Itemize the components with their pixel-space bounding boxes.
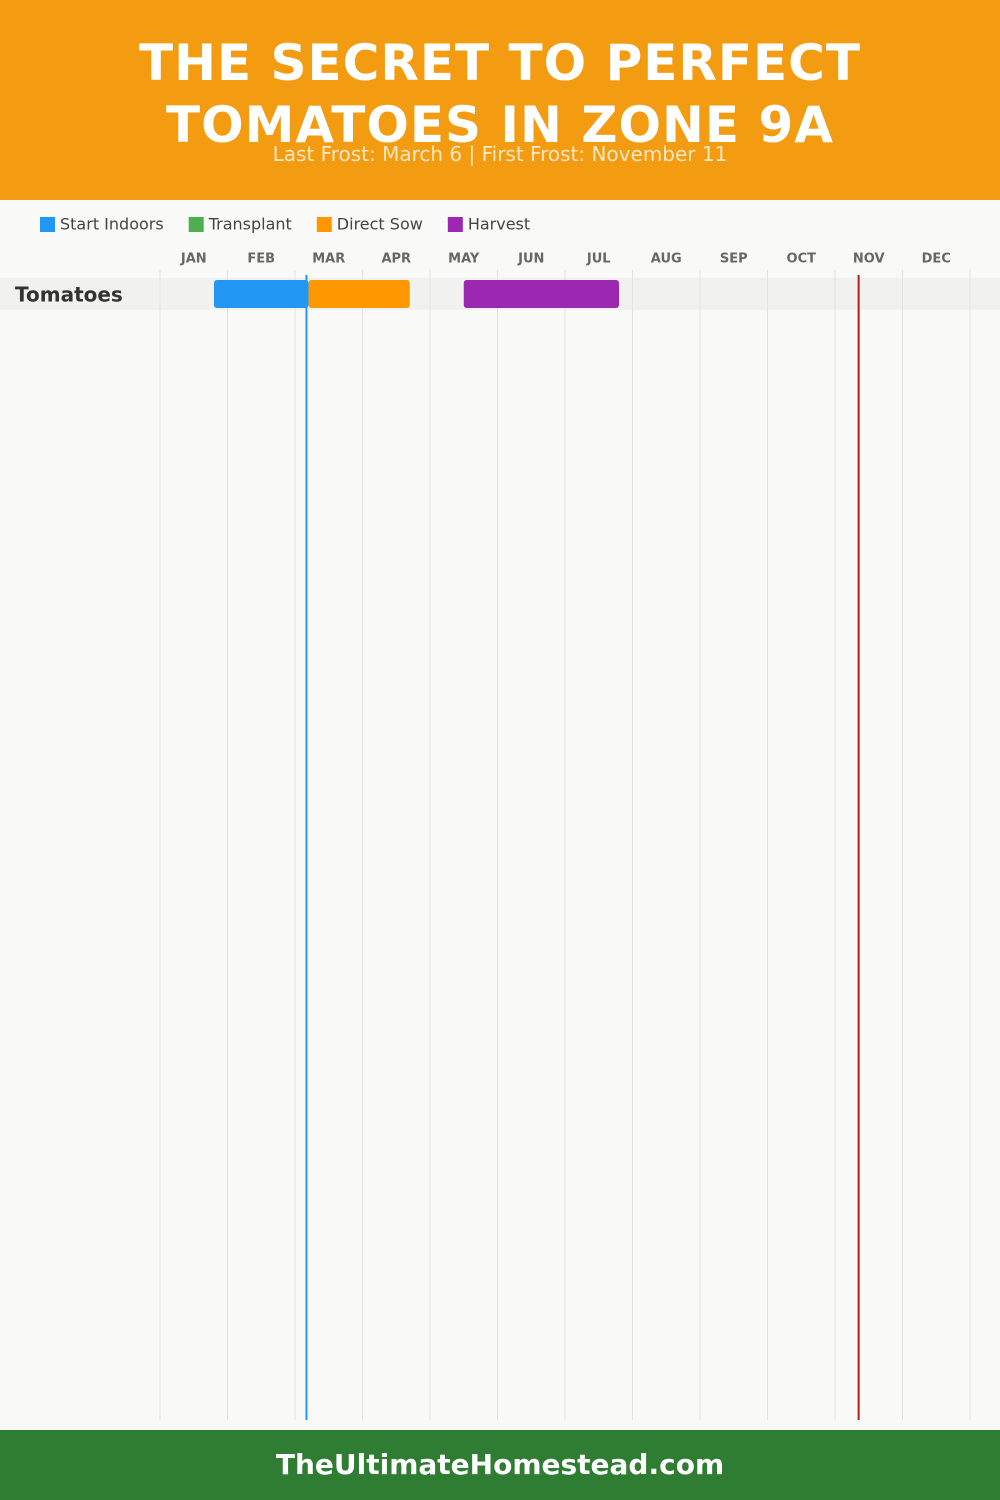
chart-subtitle: Last Frost: March 6 | First Frost: Novem… [272, 142, 728, 166]
chart-title: THE SECRET TO PERFECT TOMATOES IN ZONE 9… [139, 34, 861, 154]
legend-swatch [40, 217, 55, 232]
header: THE SECRET TO PERFECT TOMATOES IN ZONE 9… [0, 0, 1000, 200]
legend-label: Start Indoors [60, 215, 164, 234]
month-label: OCT [787, 252, 817, 267]
legend-swatch [316, 217, 332, 232]
legend-label: Transplant [208, 215, 292, 234]
legend-swatch [188, 217, 204, 232]
footer: TheUltimateHomestead.com [0, 1430, 1000, 1500]
phase-bar [463, 280, 619, 308]
month-label: NOV [853, 252, 885, 267]
legend-label: Direct Sow [337, 215, 423, 234]
month-label: DEC [922, 252, 951, 267]
phase-bar [214, 280, 309, 308]
month-label: APR [381, 252, 411, 267]
month-label: AUG [651, 252, 682, 267]
row-label: Tomatoes [15, 283, 123, 307]
month-label: JUN [517, 252, 544, 267]
month-label: SEP [720, 252, 748, 267]
chart: Start Indoors Transplant Direct Sow Harvest… [0, 215, 1000, 1420]
month-label: FEB [247, 252, 275, 267]
phase-bar [308, 280, 410, 308]
legend-swatch [447, 217, 463, 232]
legend-label: Harvest [468, 215, 530, 234]
month-label: JUL [586, 252, 611, 267]
month-label: MAR [312, 252, 345, 267]
month-label: JAN [180, 252, 207, 267]
month-label: MAY [448, 252, 480, 267]
